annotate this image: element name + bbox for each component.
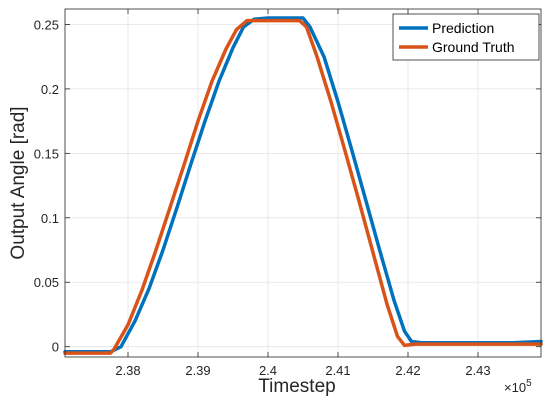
y-axis-label: Output Angle [rad]	[8, 106, 29, 259]
x-axis-multiplier: ×105	[504, 378, 532, 395]
y-tick-label: 0	[52, 340, 59, 355]
x-axis-label: Timestep	[258, 376, 335, 397]
plot-frame	[64, 8, 542, 358]
y-tick-label: 0.25	[34, 17, 59, 32]
x-tick-label: 2.4	[259, 363, 277, 378]
legend-label-ground-truth: Ground Truth	[432, 39, 515, 55]
x-tick-label: 2.41	[325, 363, 350, 378]
y-tick-label: 0.1	[41, 211, 59, 226]
series-line-prediction	[63, 16, 543, 354]
x-tick-label: 2.39	[185, 363, 210, 378]
series-line-ground-truth	[63, 18, 543, 355]
series-lines	[63, 16, 543, 355]
y-tick-label: 0.2	[41, 82, 59, 97]
legend: Prediction Ground Truth	[392, 13, 540, 61]
legend-label-prediction: Prediction	[432, 20, 494, 36]
x-tick-label: 2.38	[115, 363, 140, 378]
y-tick-label: 0.15	[34, 146, 59, 161]
legend-box	[392, 13, 540, 61]
x-tick-label: 2.42	[395, 363, 420, 378]
grid-lines	[65, 9, 541, 357]
x-tick-label: 2.43	[465, 363, 490, 378]
y-tick-label: 0.05	[34, 275, 59, 290]
tick-labels: 2.38 2.39 2.4 2.41 2.42 2.43 0 0.05 0.1 0.15 0.2 0.…	[34, 17, 491, 378]
